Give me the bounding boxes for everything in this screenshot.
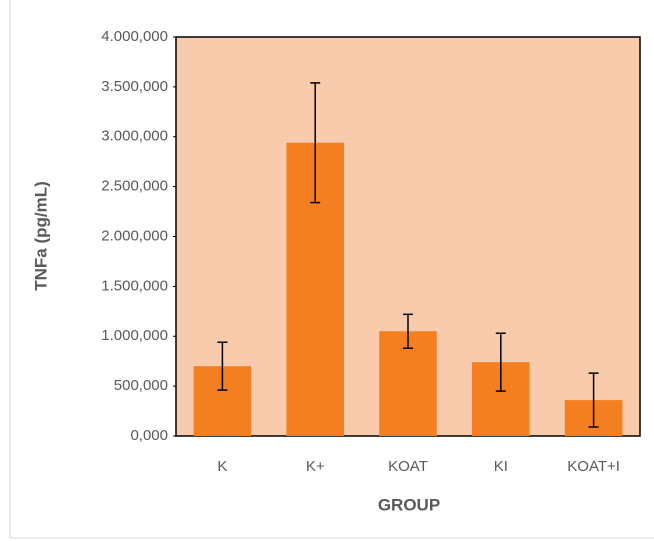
x-tick-label: KOAT [388, 458, 428, 475]
y-tick-label: 1.000,000 [101, 327, 168, 344]
x-tick-label: K+ [306, 458, 325, 475]
error-bar [217, 341, 228, 391]
error-bar [310, 82, 321, 204]
x-tick-label: KOAT+I [567, 458, 620, 475]
error-bar [403, 313, 413, 349]
y-tick-label: 2.500,000 [101, 178, 168, 195]
x-tick-label: KI [494, 458, 508, 475]
y-tick-label: 1.500,000 [101, 277, 168, 294]
y-tick-label: 2.000,000 [101, 227, 168, 244]
y-tick-label: 3.000,000 [101, 128, 168, 145]
error-bar [588, 372, 599, 428]
y-tick-label: 0,000 [130, 427, 168, 444]
y-tick-label: 500,000 [114, 377, 168, 394]
x-axis-title: GROUP [378, 495, 440, 514]
x-tick-label: K [217, 458, 227, 475]
y-tick-label: 3.500,000 [101, 78, 168, 95]
error-bar [495, 332, 506, 392]
y-axis-title: TNFa (pg/mL) [31, 181, 50, 291]
y-tick-label: 4.000,000 [101, 28, 168, 45]
